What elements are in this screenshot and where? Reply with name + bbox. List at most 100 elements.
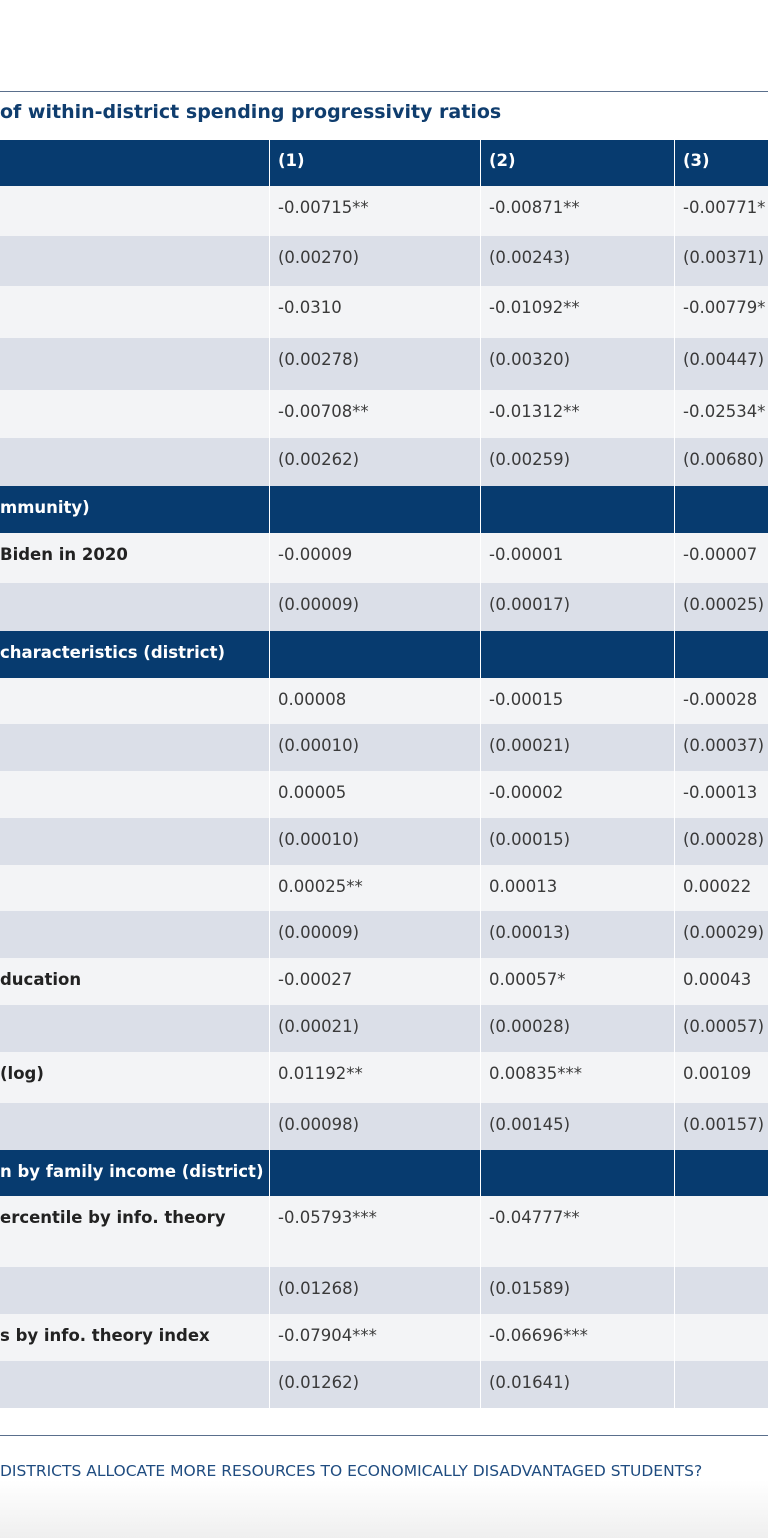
cell-col3 [674, 631, 768, 678]
cell-label [0, 338, 269, 390]
table-row: ercentile by info. theory -0.05793*** -0.0… [0, 1196, 768, 1267]
header-cell-col3: (3) [674, 140, 768, 186]
table-row: (0.00098) (0.00145) (0.00157) [0, 1103, 768, 1150]
cell-label [0, 236, 269, 286]
header-cell-col2: (2) [480, 140, 674, 186]
cell-col1: -0.00009 [269, 533, 480, 583]
cell-col3: -0.02534* [674, 390, 768, 438]
cell-col1: -0.0310 [269, 286, 480, 338]
cell-col3: (0.00447) [674, 338, 768, 390]
cell-col1: (0.01268) [269, 1267, 480, 1314]
cell-col3: -0.00013 [674, 771, 768, 818]
table-row: 0.00005 -0.00002 -0.00013 [0, 771, 768, 818]
cell-label: ercentile by info. theory [0, 1208, 226, 1227]
table-row: (0.00278) (0.00320) (0.00447) [0, 338, 768, 390]
cell-col1: -0.05793*** [269, 1196, 480, 1267]
cell-col1: (0.00010) [269, 724, 480, 771]
cell-col2: -0.00001 [480, 533, 674, 583]
cell-col3: (0.00025) [674, 583, 768, 631]
cell-label: n by family income (district) [0, 1162, 264, 1181]
cell-col3: (0.00371) [674, 236, 768, 286]
cell-label [0, 1005, 269, 1052]
cell-col2: -0.00871** [480, 186, 674, 236]
cell-label: (log) [0, 1064, 44, 1083]
cell-col1: (0.00278) [269, 338, 480, 390]
cell-col3: 0.00043 [674, 958, 768, 1005]
cell-col1: -0.00715** [269, 186, 480, 236]
table-row: s by info. theory index -0.07904*** -0.066… [0, 1314, 768, 1361]
cell-col3: -0.00779* [674, 286, 768, 338]
table-row: (0.00009) (0.00013) (0.00029) [0, 911, 768, 958]
cell-col1: (0.00021) [269, 1005, 480, 1052]
section-header-row: n by family income (district) [0, 1150, 768, 1196]
table-row: (0.01268) (0.01589) [0, 1267, 768, 1314]
cell-col3 [674, 1196, 768, 1267]
table-header-row: (1) (2) (3) [0, 140, 768, 186]
cell-col2: (0.01641) [480, 1361, 674, 1408]
cell-col1: (0.01262) [269, 1361, 480, 1408]
cell-label: mmunity) [0, 498, 90, 517]
cell-col3: (0.00028) [674, 818, 768, 865]
cell-col2: 0.00835*** [480, 1052, 674, 1103]
cell-col3: -0.00007 [674, 533, 768, 583]
section-header-row: characteristics (district) [0, 631, 768, 678]
cell-col1: (0.00270) [269, 236, 480, 286]
table-row: 0.00025** 0.00013 0.00022 [0, 865, 768, 911]
cell-col2: 0.00013 [480, 865, 674, 911]
cell-label [0, 286, 269, 338]
cell-label [0, 390, 269, 438]
cell-col1: (0.00262) [269, 438, 480, 486]
cell-label [0, 438, 269, 486]
cell-col1: -0.00027 [269, 958, 480, 1005]
cell-col3 [674, 1314, 768, 1361]
section-header-row: mmunity) [0, 486, 768, 533]
cell-col3 [674, 486, 768, 533]
cell-col3: (0.00057) [674, 1005, 768, 1052]
cell-col2: (0.00259) [480, 438, 674, 486]
cell-label: characteristics (district) [0, 643, 226, 662]
table-row: Biden in 2020 -0.00009 -0.00001 -0.00007 [0, 533, 768, 583]
cell-label [0, 818, 269, 865]
header-cell-col1: (1) [269, 140, 480, 186]
cell-col2: -0.00002 [480, 771, 674, 818]
cell-col3: 0.00109 [674, 1052, 768, 1103]
table-row: 0.00008 -0.00015 -0.00028 [0, 678, 768, 724]
cell-label: Biden in 2020 [0, 545, 128, 564]
cell-col3: -0.00028 [674, 678, 768, 724]
cell-col2: -0.01092** [480, 286, 674, 338]
cell-col1: -0.00708** [269, 390, 480, 438]
cell-col2: (0.00145) [480, 1103, 674, 1150]
cell-col3: (0.00680) [674, 438, 768, 486]
cell-col1: 0.00008 [269, 678, 480, 724]
cell-label [0, 911, 269, 958]
cell-label: s by info. theory index [0, 1326, 210, 1345]
cell-col3: (0.00037) [674, 724, 768, 771]
cell-col2: (0.00017) [480, 583, 674, 631]
cell-label: ducation [0, 970, 82, 989]
table-row: (log) 0.01192** 0.00835*** 0.00109 [0, 1052, 768, 1103]
cell-col1: (0.00009) [269, 583, 480, 631]
footer-text: DISTRICTS ALLOCATE MORE RESOURCES TO ECO… [0, 1462, 703, 1480]
cell-label [0, 583, 269, 631]
table-row: (0.00010) (0.00015) (0.00028) [0, 818, 768, 865]
cell-col2: (0.00015) [480, 818, 674, 865]
cell-col2: -0.00015 [480, 678, 674, 724]
cell-label [0, 1103, 269, 1150]
cell-col3: -0.00771* [674, 186, 768, 236]
cell-col2 [480, 631, 674, 678]
cell-col2: 0.00057* [480, 958, 674, 1005]
table-row: (0.00270) (0.00243) (0.00371) [0, 236, 768, 286]
cell-col2: (0.00021) [480, 724, 674, 771]
cell-col1 [269, 631, 480, 678]
cell-label [0, 771, 269, 818]
table-row: -0.0310 -0.01092** -0.00779* [0, 286, 768, 338]
header-cell-label [0, 140, 269, 186]
table-row: (0.01262) (0.01641) [0, 1361, 768, 1408]
table-caption: of within-district spending progressivit… [0, 101, 502, 123]
cell-col3 [674, 1267, 768, 1314]
cell-col2: (0.00028) [480, 1005, 674, 1052]
cell-label [0, 865, 269, 911]
cell-col2: -0.06696*** [480, 1314, 674, 1361]
cell-col1: 0.00025** [269, 865, 480, 911]
table-row: ducation -0.00027 0.00057* 0.00043 [0, 958, 768, 1005]
